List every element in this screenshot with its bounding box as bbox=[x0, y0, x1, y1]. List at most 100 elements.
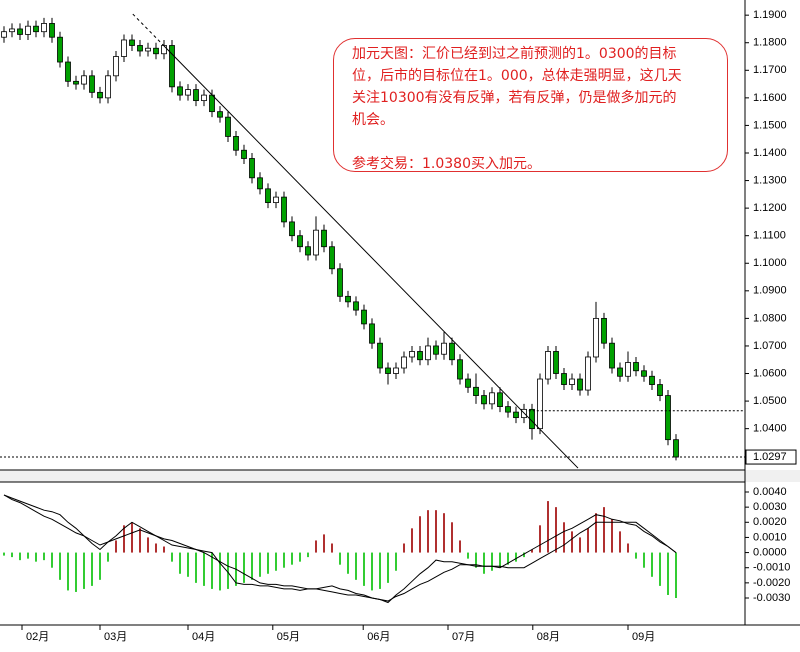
trend-line bbox=[163, 45, 579, 469]
candle-body bbox=[345, 295, 351, 303]
annotation-line: 机会。 bbox=[352, 112, 394, 128]
macd-bar bbox=[379, 552, 381, 589]
candle-body bbox=[465, 378, 471, 388]
y-tick-label: 1.0500 bbox=[753, 395, 787, 407]
candle-body bbox=[577, 378, 583, 391]
x-tick-label: 07月 bbox=[452, 631, 475, 643]
candle-body bbox=[393, 367, 399, 374]
macd-bar bbox=[355, 552, 357, 580]
macd-bar bbox=[595, 513, 597, 553]
x-tick-label: 03月 bbox=[104, 631, 127, 643]
candle-body bbox=[121, 39, 127, 57]
candle-body bbox=[321, 229, 327, 248]
macd-bar bbox=[411, 528, 413, 553]
y-tick-label: 1.0900 bbox=[753, 285, 787, 297]
macd-bar bbox=[155, 543, 157, 553]
y-tick-label: 1.1500 bbox=[753, 119, 787, 131]
macd-bar bbox=[251, 552, 253, 580]
y-tick-label: 1.1100 bbox=[753, 230, 786, 242]
candle-body bbox=[9, 28, 15, 33]
macd-bar bbox=[515, 552, 517, 562]
x-tick-label: 09月 bbox=[632, 631, 655, 643]
macd-bar bbox=[275, 552, 277, 571]
macd-bar bbox=[419, 516, 421, 553]
x-tick-label: 04月 bbox=[192, 631, 215, 643]
macd-bar bbox=[451, 522, 453, 553]
macd-bar bbox=[283, 552, 285, 568]
macd-bar bbox=[651, 552, 653, 577]
macd-bar bbox=[555, 507, 557, 553]
y-tick-label: 0.0010 bbox=[753, 531, 787, 543]
candle-body bbox=[241, 149, 247, 159]
y-tick-label: 1.1700 bbox=[753, 64, 787, 76]
candle-body bbox=[161, 45, 167, 55]
candle-body bbox=[425, 345, 431, 361]
macd-bar bbox=[539, 525, 541, 553]
candle-body bbox=[553, 351, 559, 374]
candle-body bbox=[249, 158, 255, 179]
y-tick-label: 1.1200 bbox=[753, 202, 787, 214]
y-tick-label: 0.0040 bbox=[753, 486, 787, 498]
panel-separator bbox=[0, 470, 800, 482]
candle-body bbox=[545, 351, 551, 380]
macd-bar bbox=[371, 552, 373, 591]
candle-body bbox=[561, 373, 567, 385]
macd-bar bbox=[83, 552, 85, 589]
y-tick-label: -0.0010 bbox=[753, 562, 790, 574]
candle-body bbox=[385, 367, 391, 374]
y-tick-label: 1.0600 bbox=[753, 367, 787, 379]
candle-body bbox=[377, 342, 383, 369]
candle-body bbox=[81, 75, 87, 85]
macd-bar bbox=[123, 525, 125, 553]
candle-body bbox=[281, 196, 287, 223]
y-tick-label: 0.0020 bbox=[753, 516, 787, 528]
candle-body bbox=[233, 136, 239, 151]
candle-body bbox=[1, 31, 7, 38]
macd-bar bbox=[667, 552, 669, 595]
trend-line bbox=[132, 13, 165, 47]
macd-bar bbox=[315, 540, 317, 553]
candle-body bbox=[305, 246, 311, 256]
macd-bar bbox=[227, 552, 229, 589]
candle-body bbox=[657, 384, 663, 396]
macd-bar bbox=[179, 552, 181, 574]
macd-bar bbox=[195, 552, 197, 583]
candle-body bbox=[513, 411, 519, 419]
macd-bar bbox=[347, 552, 349, 574]
macd-bar bbox=[211, 552, 213, 589]
annotation-paragraph: 加元天图：汇价已经到过之前预测的1。0300的目标 位，后市的目标位在1。000，… bbox=[352, 43, 709, 131]
macd-bar bbox=[499, 552, 501, 568]
macd-bar bbox=[363, 552, 365, 586]
macd-bar bbox=[115, 540, 117, 553]
macd-bar bbox=[435, 510, 437, 553]
macd-bar bbox=[291, 552, 293, 565]
candle-body bbox=[337, 268, 343, 297]
y-tick-label: 1.0800 bbox=[753, 312, 787, 324]
macd-bar bbox=[43, 552, 45, 561]
macd-bar bbox=[563, 522, 565, 553]
candle-body bbox=[649, 375, 655, 385]
candle-body bbox=[417, 351, 423, 361]
signal-line bbox=[3, 494, 677, 602]
macd-bar bbox=[579, 537, 581, 553]
macd-bar bbox=[619, 531, 621, 553]
candle-body bbox=[49, 23, 55, 38]
candle-body bbox=[257, 177, 263, 190]
y-tick-label: 1.1000 bbox=[753, 257, 787, 269]
macd-bar bbox=[11, 552, 13, 558]
macd-bar bbox=[27, 552, 29, 559]
candle-body bbox=[665, 395, 671, 441]
candle-body bbox=[201, 94, 207, 102]
macd-bar bbox=[299, 552, 301, 562]
candle-body bbox=[169, 45, 175, 88]
candle-body bbox=[617, 367, 623, 377]
macd-bar bbox=[163, 546, 165, 553]
candle-body bbox=[569, 378, 575, 385]
macd-bar bbox=[259, 552, 261, 577]
last-price-label: 1.0297 bbox=[753, 451, 787, 463]
candle-body bbox=[497, 392, 503, 407]
y-tick-label: 0.0000 bbox=[753, 546, 787, 558]
candle-body bbox=[641, 370, 647, 377]
candle-body bbox=[585, 356, 591, 391]
macd-bar bbox=[331, 543, 333, 553]
